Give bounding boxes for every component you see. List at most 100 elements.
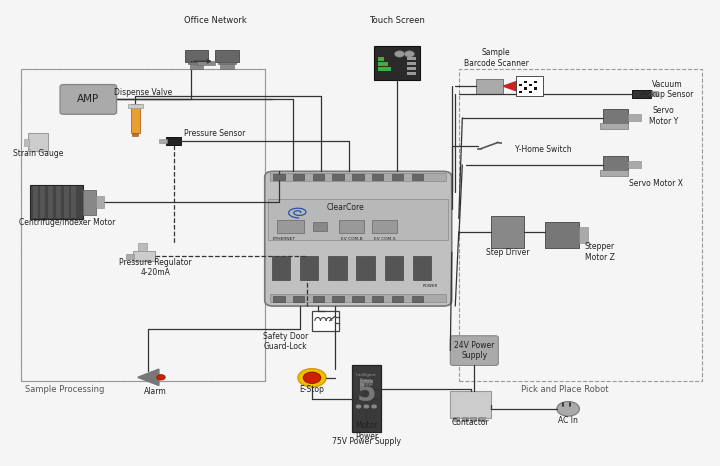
Text: Contactor: Contactor [452,418,490,427]
Bar [312,222,327,231]
Bar [215,50,238,62]
Bar [269,199,448,240]
Text: EV COM-S: EV COM-S [374,237,395,241]
Bar [407,57,416,61]
Bar [188,62,205,64]
Text: POWER: POWER [423,283,438,288]
Circle shape [372,405,377,408]
Bar [71,186,76,219]
Bar [83,190,96,215]
Bar [339,220,364,233]
Bar [333,174,343,180]
Bar [132,133,138,136]
Bar [407,67,416,70]
Bar [374,46,420,80]
Bar [413,256,431,280]
Bar [312,295,324,302]
Circle shape [303,372,321,384]
Circle shape [356,405,361,408]
Circle shape [405,51,414,57]
Text: Servo
Motor Y: Servo Motor Y [649,106,678,126]
Text: Strain Gauge: Strain Gauge [13,150,63,158]
Text: 75V Power Supply: 75V Power Supply [332,437,401,446]
Text: Sample Processing: Sample Processing [24,384,104,394]
Bar [490,216,524,247]
Text: Intelligent
Power
Center: Intelligent Power Center [356,373,377,387]
Bar [22,69,265,381]
Bar [378,57,384,61]
Bar [453,418,459,421]
Bar [356,256,375,280]
Bar [523,81,527,83]
Bar [628,161,641,168]
Circle shape [395,51,405,57]
Bar [378,67,391,71]
Bar [518,90,522,93]
FancyBboxPatch shape [450,336,498,365]
Bar [462,418,468,421]
Text: Pressure Regulator
4-20mA: Pressure Regulator 4-20mA [119,258,192,277]
Text: Safety Door
Guard-Lock: Safety Door Guard-Lock [264,331,309,351]
Bar [628,114,641,121]
Bar [545,222,579,247]
Bar [600,123,628,129]
Text: Vacuum
Pickup Sensor: Vacuum Pickup Sensor [640,80,693,99]
Text: Stepper
Motor Z: Stepper Motor Z [585,242,615,262]
Bar [197,61,215,65]
Bar [407,62,416,65]
Bar [312,174,324,180]
Text: Step Driver: Step Driver [486,248,529,257]
Bar [63,186,68,219]
Bar [30,185,83,219]
Bar [126,254,133,259]
Bar [412,295,423,302]
Bar [293,295,305,302]
Polygon shape [503,82,516,91]
Bar [528,90,532,93]
Text: 24V Power
Supply: 24V Power Supply [454,341,495,360]
Bar [372,174,383,180]
Bar [312,311,339,331]
Bar [28,133,48,151]
Text: 5: 5 [356,379,376,407]
Bar [384,256,403,280]
Bar [470,418,477,421]
Bar [166,137,181,145]
Bar [22,69,265,381]
Bar [277,220,305,233]
Bar [407,72,416,75]
Bar [352,295,364,302]
Bar [56,186,60,219]
Text: ETHERNET: ETHERNET [273,237,296,241]
Bar [138,243,147,251]
Bar [600,170,628,176]
Bar [96,197,104,208]
FancyBboxPatch shape [60,85,117,114]
Bar [273,295,284,302]
Bar [40,186,45,219]
Text: E-Stop: E-Stop [300,385,325,394]
Bar [32,186,37,219]
Text: Dispense Valve: Dispense Valve [114,88,172,97]
Bar [372,220,397,233]
Bar [579,227,588,243]
Bar [518,84,522,86]
Text: Y-Home Switch: Y-Home Switch [516,145,572,154]
Text: Centrifuge/Indexer Motor: Centrifuge/Indexer Motor [19,219,115,227]
Bar [378,62,387,66]
Text: AC In: AC In [558,416,578,425]
Bar [534,81,537,83]
Bar [293,174,305,180]
Circle shape [298,369,326,387]
Text: AMP: AMP [77,94,99,104]
Text: Servo Motor X: Servo Motor X [629,179,683,188]
Bar [130,104,140,133]
Bar [273,174,284,180]
Text: Pick and Place Robot: Pick and Place Robot [521,384,608,394]
Bar [412,174,423,180]
Bar [523,87,527,89]
Bar [190,64,203,69]
Bar [479,418,485,421]
Text: Alarm: Alarm [144,387,167,397]
Bar [459,69,702,381]
